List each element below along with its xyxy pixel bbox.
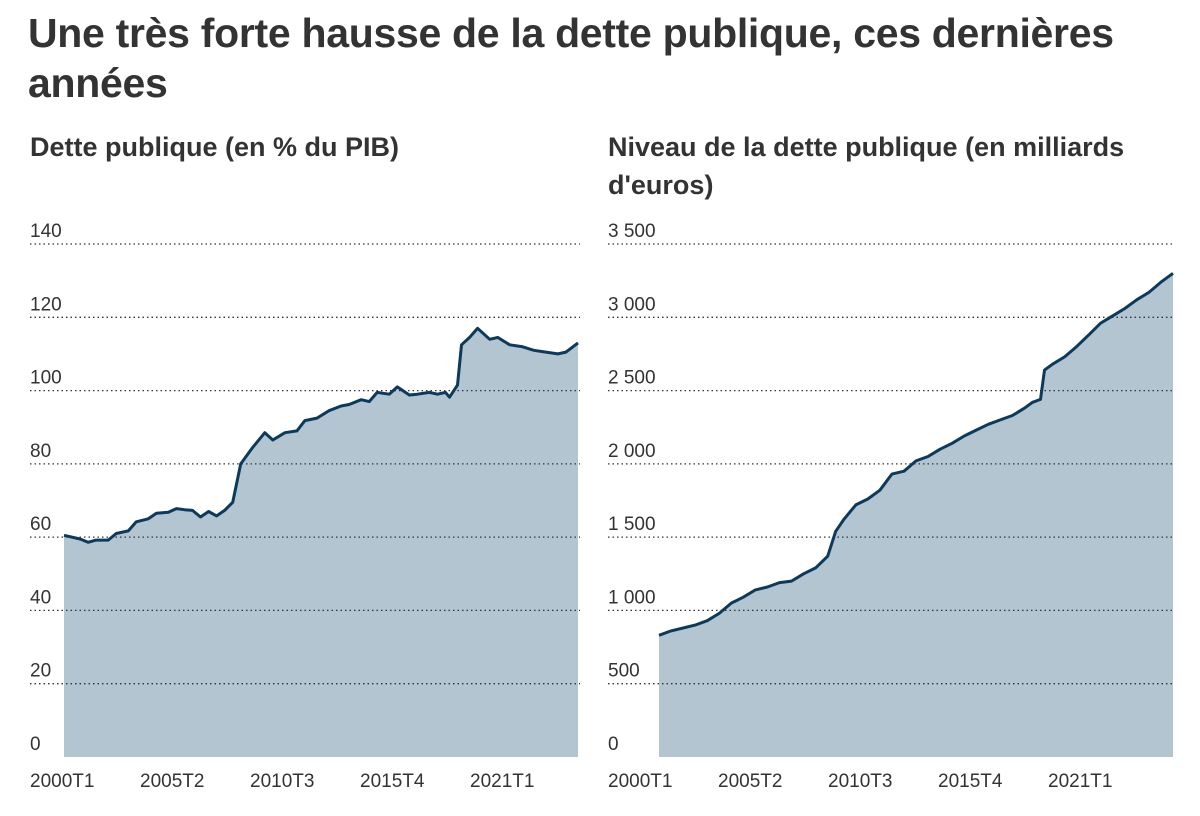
y-tick-label: 3 000 — [608, 294, 656, 315]
y-tick-label: 80 — [30, 441, 51, 462]
x-tick-label: 2005T2 — [140, 771, 204, 792]
x-tick-label: 2000T1 — [30, 771, 94, 792]
y-tick-label: 120 — [30, 294, 62, 315]
x-tick-label: 2021T1 — [1048, 771, 1112, 792]
y-tick-label: 1 000 — [608, 587, 656, 608]
y-tick-label: 0 — [608, 734, 619, 755]
y-tick-label: 100 — [30, 368, 62, 389]
chart-panel-debt-gdp: Dette publique (en % du PIB) 0 20 40 60 80 10… — [0, 124, 600, 814]
y-tick-label: 140 — [30, 221, 62, 242]
y-tick-label: 2 000 — [608, 441, 656, 462]
x-tick-label: 2021T1 — [470, 771, 534, 792]
y-tick-label: 1 500 — [608, 514, 656, 535]
y-tick-label: 2 500 — [608, 368, 656, 389]
y-tick-label: 20 — [30, 661, 51, 682]
chart-panel-debt-level: Niveau de la dette publique (en milliard… — [600, 124, 1200, 814]
chart-debt-level: 0 500 1 000 1 500 2 000 2 500 3 000 3 500 2000T1… — [608, 221, 1175, 792]
series-line — [63, 326, 579, 544]
area-fill — [64, 328, 578, 757]
series-line — [658, 272, 1174, 637]
chart-title: Dette publique (en % du PIB) — [30, 132, 399, 162]
x-tick-label: 2015T4 — [938, 771, 1003, 792]
chart-debt-gdp: 0 20 40 60 80 100 120 140 2000T1 2005T2 2010T3 2015… — [30, 221, 580, 792]
y-tick-label: 40 — [30, 587, 51, 608]
chart-title: Niveau de la dette publique (en milliard… — [608, 132, 1125, 200]
main-title: Une très forte hausse de la dette publiq… — [28, 10, 1114, 106]
y-tick-label: 0 — [30, 734, 41, 755]
y-tick-label: 3 500 — [608, 221, 656, 242]
x-tick-label: 2010T3 — [828, 771, 892, 792]
x-tick-label: 2000T1 — [608, 771, 672, 792]
x-tick-label: 2015T4 — [360, 771, 425, 792]
y-tick-label: 60 — [30, 514, 51, 535]
y-tick-label: 500 — [608, 661, 640, 682]
x-tick-label: 2005T2 — [718, 771, 782, 792]
x-tick-label: 2010T3 — [250, 771, 314, 792]
area-fill — [659, 273, 1173, 757]
